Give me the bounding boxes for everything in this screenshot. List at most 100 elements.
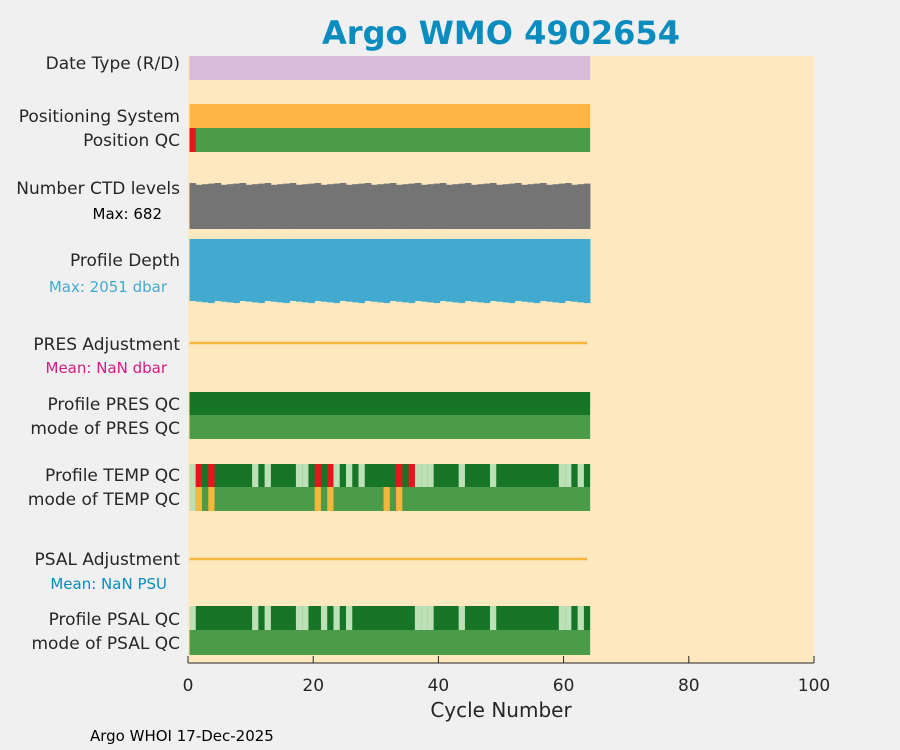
ctd-levels-cycle-15 bbox=[283, 183, 290, 229]
profile-depth-cycle-41 bbox=[446, 239, 453, 302]
ctd-levels-cycle-40 bbox=[439, 183, 447, 229]
profile-temp-qc-light-cycle-27 bbox=[358, 464, 365, 487]
profile-depth-cycle-60 bbox=[565, 239, 572, 301]
ctd-levels-cycle-8 bbox=[239, 183, 247, 229]
profile-temp-qc-bad-cycle-35 bbox=[408, 464, 415, 487]
ctd-levels-cycle-13 bbox=[270, 184, 278, 229]
profile-depth-cycle-31 bbox=[383, 239, 391, 304]
profile-temp-qc-light-cycle-37 bbox=[421, 464, 428, 487]
profile-depth-cycle-10 bbox=[252, 239, 259, 303]
ctd-levels-cycle-42 bbox=[452, 184, 459, 229]
ctd-levels-cycle-50 bbox=[502, 184, 510, 229]
x-tick-label-20: 20 bbox=[302, 676, 324, 696]
profile-temp-qc-light-cycle-25 bbox=[346, 464, 353, 487]
label-profile-pres-qc: Profile PRES QC bbox=[47, 395, 180, 415]
label-pres-mean: Mean: NaN dbar bbox=[46, 359, 168, 377]
label-mode-temp-qc: mode of TEMP QC bbox=[28, 490, 180, 510]
profile-temp-qc-bad-cycle-33 bbox=[396, 464, 403, 487]
label-mode-pres-qc: mode of PRES QC bbox=[30, 419, 180, 439]
profile-depth-cycle-50 bbox=[502, 239, 510, 303]
profile-depth-cycle-30 bbox=[377, 239, 384, 303]
ctd-levels-cycle-31 bbox=[383, 183, 391, 229]
ctd-levels-cycle-51 bbox=[508, 183, 516, 229]
profile-temp-qc-bad-cycle-20 bbox=[314, 464, 321, 487]
ctd-levels-cycle-54 bbox=[527, 184, 535, 229]
ctd-levels-cycle-35 bbox=[408, 183, 416, 229]
mode-psal-qc-bar bbox=[189, 630, 591, 655]
profile-depth-cycle-32 bbox=[389, 239, 397, 301]
profile-depth-cycle-14 bbox=[277, 239, 284, 303]
chart-title: Argo WMO 4902654 bbox=[322, 14, 680, 52]
profile-depth-cycle-34 bbox=[402, 239, 409, 303]
ctd-levels-cycle-48 bbox=[489, 183, 497, 229]
ctd-levels-cycle-37 bbox=[421, 184, 428, 229]
profile-depth-cycle-17 bbox=[295, 239, 303, 302]
profile-depth-cycle-5 bbox=[220, 239, 228, 302]
profile-depth-cycle-3 bbox=[208, 239, 215, 304]
profile-temp-qc-bad-cycle-1 bbox=[195, 464, 203, 487]
profile-psal-qc-light-cycle-0 bbox=[189, 606, 196, 630]
profile-depth-cycle-57 bbox=[546, 239, 553, 302]
label-profile-depth: Profile Depth bbox=[70, 251, 180, 271]
ctd-levels-cycle-17 bbox=[295, 184, 303, 229]
x-axis-label: Cycle Number bbox=[430, 698, 572, 722]
profile-temp-qc-light-cycle-0 bbox=[189, 464, 196, 487]
profile-depth-cycle-59 bbox=[558, 239, 566, 304]
profile-psal-qc-bar bbox=[189, 606, 591, 630]
ctd-levels-cycle-6 bbox=[227, 184, 234, 229]
profile-depth-cycle-58 bbox=[552, 239, 560, 303]
profile-depth-cycle-51 bbox=[508, 239, 516, 304]
profile-depth-cycle-0 bbox=[189, 239, 197, 301]
profile-psal-qc-light-cycle-21 bbox=[320, 606, 328, 630]
ctd-levels-cycle-3 bbox=[208, 183, 215, 229]
profile-depth-cycle-43 bbox=[458, 239, 466, 304]
profile-depth-cycle-15 bbox=[283, 239, 290, 304]
ctd-levels-cycle-44 bbox=[464, 183, 472, 229]
profile-depth-cycle-52 bbox=[515, 239, 522, 301]
ctd-levels-cycle-61 bbox=[571, 184, 578, 229]
profile-psal-qc-light-cycle-36 bbox=[414, 606, 422, 630]
ctd-levels-cycle-47 bbox=[483, 183, 491, 229]
qc-bars bbox=[189, 56, 591, 655]
profile-depth-cycle-62 bbox=[577, 239, 585, 303]
ctd-levels-cycle-55 bbox=[533, 183, 541, 229]
profile-depth-cycle-7 bbox=[233, 239, 240, 304]
ctd-levels-cycle-27 bbox=[358, 183, 366, 229]
ctd-levels-cycle-62 bbox=[577, 184, 585, 229]
profile-depth-cycle-11 bbox=[258, 239, 265, 304]
ctd-levels-cycle-58 bbox=[552, 184, 560, 229]
ctd-levels-cycle-26 bbox=[352, 184, 359, 229]
ctd-levels-cycle-18 bbox=[302, 184, 309, 229]
profile-depth-cycle-2 bbox=[202, 239, 209, 303]
row-labels: Date Type (R/D) Positioning System Posit… bbox=[16, 54, 180, 654]
ctd-levels-cycle-46 bbox=[477, 184, 485, 229]
ctd-levels-cycle-63 bbox=[583, 183, 591, 229]
profile-depth-cycle-55 bbox=[533, 239, 541, 304]
ctd-levels-cycle-56 bbox=[540, 183, 547, 229]
ctd-levels-cycle-19 bbox=[308, 183, 315, 229]
mode-temp-qc-questionable-cycle-20 bbox=[314, 487, 321, 511]
date-type-bar bbox=[189, 56, 591, 80]
profile-depth-cycle-48 bbox=[489, 239, 497, 301]
ctd-levels-cycle-30 bbox=[377, 184, 384, 229]
profile-temp-qc-light-cycle-23 bbox=[333, 464, 340, 487]
profile-depth-cycle-61 bbox=[571, 239, 578, 302]
ctd-levels-cycle-29 bbox=[371, 184, 378, 229]
profile-temp-qc-light-cycle-62 bbox=[577, 464, 584, 487]
ctd-levels-cycle-21 bbox=[320, 184, 328, 229]
profile-depth-cycle-13 bbox=[270, 239, 278, 302]
profile-depth-cycle-16 bbox=[289, 239, 297, 301]
profile-depth-cycle-4 bbox=[214, 239, 222, 301]
profile-depth-cycle-9 bbox=[245, 239, 253, 302]
ctd-levels-cycle-14 bbox=[277, 184, 284, 229]
profile-depth-cycle-49 bbox=[496, 239, 503, 302]
ctd-levels-cycle-32 bbox=[389, 183, 397, 229]
profile-depth-cycle-18 bbox=[302, 239, 309, 303]
profile-pres-qc-bar bbox=[189, 392, 591, 415]
ctd-levels-cycle-25 bbox=[346, 184, 353, 229]
ctd-levels-cycle-2 bbox=[202, 184, 209, 229]
profile-depth-cycle-35 bbox=[408, 239, 416, 304]
profile-temp-qc-light-cycle-10 bbox=[252, 464, 259, 487]
profile-psal-qc-light-cycle-23 bbox=[333, 606, 340, 630]
ctd-levels-cycle-53 bbox=[521, 184, 528, 229]
